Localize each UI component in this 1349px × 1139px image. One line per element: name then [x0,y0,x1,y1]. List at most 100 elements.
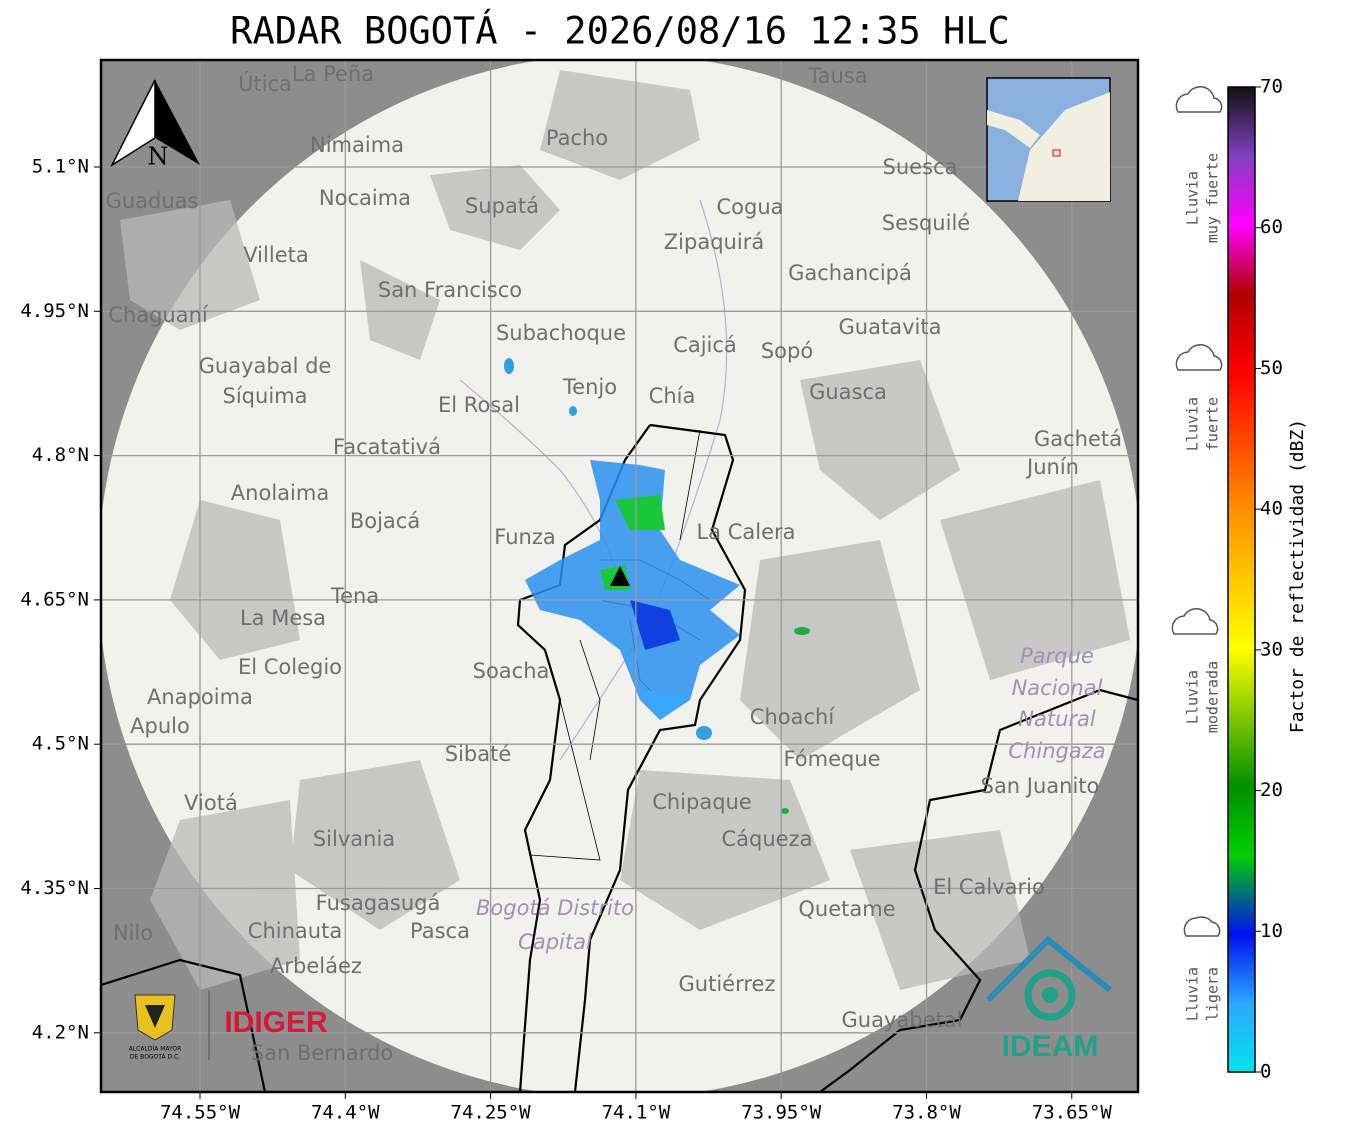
colorbar: Factor de reflectividad (dBZ) 0 10 20 30 40 5… [1171,76,1308,1083]
weather-icons [1171,86,1223,937]
place-label: Chía [649,384,696,408]
place-label: Fusagasugá [316,891,441,915]
colorbar-scale [1227,86,1256,1073]
place-label: Guaduas [106,189,199,213]
ideam-logo: IDEAM [985,935,1112,1063]
lat-tick-label: 4.95°N [20,300,89,322]
place-label: Bojacá [350,509,420,533]
place-label: Quetame [798,897,895,921]
place-label: Pacho [546,126,608,150]
place-label: Chaguaní [108,303,209,327]
inset-map [986,77,1111,202]
graticule [101,60,1138,1092]
title: RADAR BOGOTÁ - 2026/08/16 12:35 HLC [230,9,1010,53]
rain-category: Lluvia [1184,967,1202,1021]
colorbar-tick-label: 20 [1260,779,1283,801]
colorbar-tick-label: 50 [1260,357,1283,379]
place-label: Sopó [761,339,813,363]
place-label: El Colegio [238,655,342,679]
place-label: Anapoima [147,685,253,709]
place-label: Viotá [184,791,238,815]
rain-category: Lluvia [1184,171,1202,225]
place-label: Facatativá [333,435,441,459]
place-label: Junín [1025,455,1079,479]
place-label: Apulo [130,714,190,738]
colorbar-tick-label: 10 [1260,920,1283,942]
place-label: Subachoque [496,321,626,345]
place-label: Cogua [716,195,783,219]
place-label: El Calvario [933,875,1045,899]
place-label: Anolaima [231,481,329,505]
place-label: Zipaquirá [664,230,764,254]
place-label: Sibaté [445,742,512,766]
colorbar-label: Factor de reflectividad (dBZ) [1287,419,1308,733]
place-label: Cáqueza [722,827,813,851]
lon-tick-label: 74.4°W [311,1102,380,1124]
lon-tick-label: 74.25°W [451,1102,532,1124]
place-label: Guayabal de [199,354,332,378]
lat-tick-label: 4.35°N [20,877,89,899]
place-label: San Bernardo [251,1041,393,1065]
terrain [120,70,1130,990]
place-label: Nilo [113,921,153,945]
place-label: Gachancipá [788,261,912,285]
rain-category: Lluvia [1184,670,1202,724]
place-label: Fómeque [783,747,880,771]
lon-tick-label: 73.95°W [741,1102,822,1124]
alcaldia-line: ALCALDÍA MAYOR [129,1046,182,1053]
place-label: La Peña [292,62,374,86]
place-label: Gachetá [1034,427,1122,451]
colorbar-tick-label: 30 [1260,638,1283,660]
place-label: Natural [1018,707,1096,731]
place-label: Funza [494,525,555,549]
place-label: Capital [518,930,592,954]
place-label: Cajicá [673,333,737,357]
place-label: Gutiérrez [679,972,776,996]
place-label: Suesca [883,155,958,179]
north-arrow: N [110,79,200,171]
place-label: Guayabetal [842,1008,963,1032]
place-label: Chinauta [248,919,342,943]
colorbar-tick-label: 60 [1260,216,1283,238]
place-label: Choachí [750,705,836,729]
rain-category: muy fuerte [1204,153,1222,243]
rain-category: fuerte [1204,397,1222,451]
place-label: Soacha [473,659,550,683]
colorbar-tick-label: 70 [1260,76,1283,98]
place-label: Nocaima [319,186,411,210]
alcaldia-logo: ALCALDÍA MAYOR DE BOGOTÁ D.C. IDIGER [129,990,328,1061]
lon-tick-label: 74.1°W [602,1102,671,1124]
colorbar-tick-label: 40 [1260,498,1283,520]
alcaldia-line: DE BOGOTÁ D.C. [130,1054,180,1061]
radar-site [610,566,630,586]
place-label: Guatavita [839,315,942,339]
place-label: San Francisco [378,278,522,302]
place-label: Útica [238,71,292,96]
place-label: Guasca [809,380,887,404]
colorbar-ticks: 0 10 20 30 40 50 60 70 [1255,76,1283,1083]
lat-tick-label: 5.1°N [32,156,89,178]
place-label: Bogotá Distrito [476,896,634,920]
place-label: Nacional [1012,676,1103,700]
place-label: San Juanito [981,774,1100,798]
lon-tick-label: 73.65°W [1032,1102,1113,1124]
place-label: Chingaza [1008,739,1105,763]
idiger-logo: IDIGER [224,1006,328,1039]
place-label: Supatá [465,194,539,218]
place-label: Silvania [313,827,395,851]
lon-tick-label: 73.8°W [892,1102,961,1124]
lat-tick-label: 4.65°N [20,588,89,610]
place-label: Chipaque [652,790,752,814]
rain-category: ligera [1204,967,1222,1021]
place-label: Tena [330,584,379,608]
north-label: N [148,143,169,171]
place-label: Parque [1020,644,1094,668]
lat-tick-label: 4.5°N [32,733,89,755]
ideam-label: IDEAM [1002,1030,1099,1063]
rain-category: Lluvia [1184,397,1202,451]
place-label: La Calera [696,520,795,544]
